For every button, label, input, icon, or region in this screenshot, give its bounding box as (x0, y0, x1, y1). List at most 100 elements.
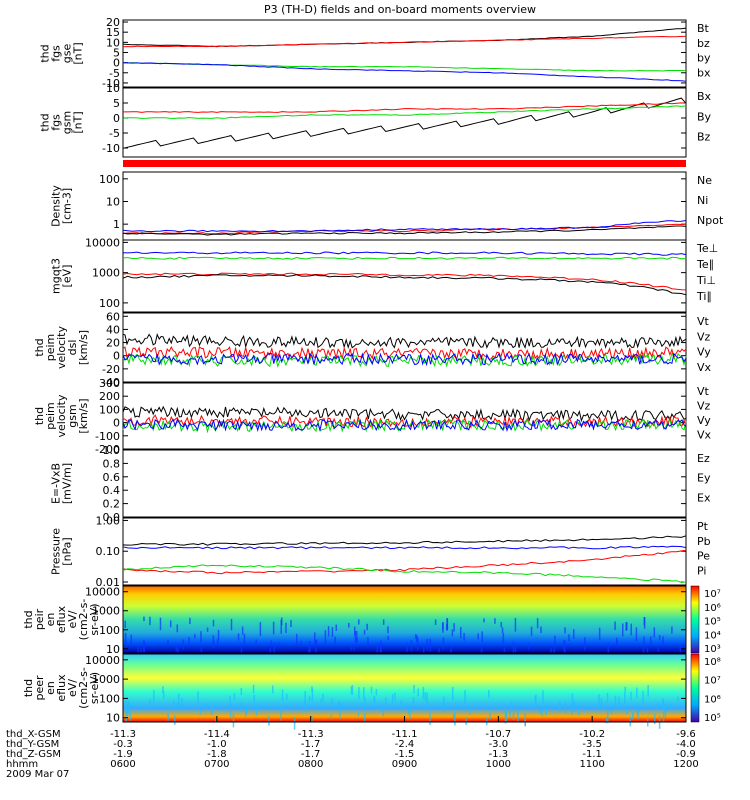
spectrogram-streak (354, 631, 356, 643)
spectrogram-streak (339, 711, 341, 719)
spectrogram-streak (636, 687, 638, 699)
y-tick-label: 10000 (85, 586, 120, 599)
y-axis-label: thd (22, 679, 35, 697)
legend-bt: Bt (697, 22, 710, 35)
spectrogram-streak (410, 640, 413, 651)
spectrogram-streak (578, 706, 580, 716)
spectrogram-streak (500, 622, 503, 628)
spectrogram-streak (175, 645, 177, 652)
spectrogram-streak (409, 708, 411, 719)
spectrogram-streak (664, 704, 667, 718)
spectrogram-streak (643, 617, 646, 626)
spectrogram-streak (295, 633, 298, 646)
spectrogram-streak (357, 712, 360, 717)
spectrogram-streak (558, 701, 561, 712)
x-tick-label: 0700 (204, 759, 229, 770)
panel-frame (122, 449, 687, 518)
y-axis-label: peim (44, 402, 57, 430)
series-fgs_gsm-bz (123, 102, 687, 113)
y-tick-label: 0.2 (103, 498, 121, 511)
y-tick-label: 1.0 (103, 444, 121, 457)
spectrogram-streak (564, 627, 566, 634)
y-tick-label: 200 (99, 390, 120, 403)
spectrogram-streak (463, 632, 465, 641)
colorbar-label: 10⁷ (704, 589, 721, 600)
y-tick-label: 100 (99, 692, 120, 705)
spectrogram-streak (570, 707, 573, 716)
panel-efield: 1.00.80.60.40.20.0 E=-VxB[mV/m] Ez Ey Ex (50, 444, 711, 524)
y-axis-label: [mV/m] (61, 463, 74, 504)
y-tick-label: -5 (109, 127, 120, 140)
y-axis-label: [eV] (61, 265, 74, 288)
x-axis-labels: thd_X-GSM -11.3 -11.4 -11.3 -11.1 -10.7 -10.2-… (6, 716, 699, 780)
spectrogram-streak (270, 640, 272, 646)
x-row-label: thd_X-GSM (6, 729, 61, 740)
spectrogram-streak (630, 623, 633, 636)
spectrogram-streak (167, 639, 169, 645)
series-density-ni (122, 225, 687, 236)
y-tick-label: 10 (106, 712, 120, 725)
y-tick-label: 1000 (92, 673, 120, 686)
spectrogram-streak (309, 641, 311, 654)
spectrogram-streak (355, 631, 358, 644)
spectrogram-streak (232, 713, 235, 728)
y-tick-label: 100 (99, 297, 120, 310)
spectrogram-streak (600, 698, 603, 710)
spectrogram-streak (303, 701, 306, 709)
spectrogram-streak (422, 686, 425, 700)
colorbar-label: 10⁶ (704, 603, 721, 614)
spectrogram-streak (363, 713, 366, 722)
spectrogram-streak (527, 643, 530, 650)
colorbar-label: 10⁷ (704, 676, 721, 687)
spectrogram-streak (363, 629, 366, 635)
spectrogram-streak (614, 621, 616, 631)
spectrogram-streak (189, 617, 191, 625)
spectrogram-streak (230, 618, 233, 631)
spectrogram-streak (278, 642, 280, 647)
spectrogram-streak (300, 640, 302, 645)
y-tick-label: -200 (95, 443, 120, 456)
spectrogram-streak (614, 695, 617, 708)
spectrogram-streak (124, 620, 126, 629)
spectrogram-streak (606, 692, 609, 703)
spectrogram-streak (286, 693, 288, 700)
y-axis-label: thd (39, 44, 52, 62)
spectrogram-streak (351, 685, 354, 695)
series-vel_gsm-vx (122, 418, 687, 433)
legend-pe: Pe (697, 550, 710, 563)
y-axis-label: fgs (50, 114, 63, 131)
spectrogram-streak (658, 635, 661, 641)
spectrogram-streak (379, 643, 382, 652)
spectrogram-streak (367, 637, 369, 648)
y-tick-label: 100 (99, 624, 120, 637)
spectrogram-streak (384, 697, 387, 709)
spectrogram-streak (200, 631, 202, 643)
spectrogram-streak (387, 626, 389, 634)
spectrogram-streak (363, 687, 365, 699)
y-tick-label: -10 (102, 142, 120, 155)
y-tick-label: 300 (99, 377, 120, 390)
spectrogram-streak (199, 709, 202, 715)
spectrogram-streak (510, 701, 513, 713)
spectrogram-streak (246, 706, 248, 715)
y-tick-label: 0 (113, 112, 120, 125)
spectrogram-streak (524, 713, 527, 727)
panel-elec_spec: 10⁸ 10⁷ 10⁶ 10⁵ 10000 1000 100 10 thdpeereneflux… (22, 653, 721, 730)
legend-vx: Vx (697, 361, 712, 374)
y-axis-label: gse (61, 44, 74, 64)
spectrogram-streak (229, 695, 231, 706)
spectrogram-streak (162, 691, 165, 699)
spectrogram-streak (647, 685, 649, 697)
spectrogram-streak (643, 636, 645, 646)
spectrogram-streak (197, 691, 199, 706)
spectrogram-streak (621, 623, 624, 637)
spectrogram-streak (488, 690, 490, 698)
series-density-npot (122, 220, 687, 233)
y-tick-label: 60 (106, 310, 120, 323)
colorbar-label: 10⁸ (704, 657, 721, 668)
spectrogram-streak (259, 622, 262, 637)
x-tick-label: 1200 (673, 759, 698, 770)
spectrogram-streak (637, 707, 639, 720)
y-tick-label: -10 (102, 77, 120, 90)
